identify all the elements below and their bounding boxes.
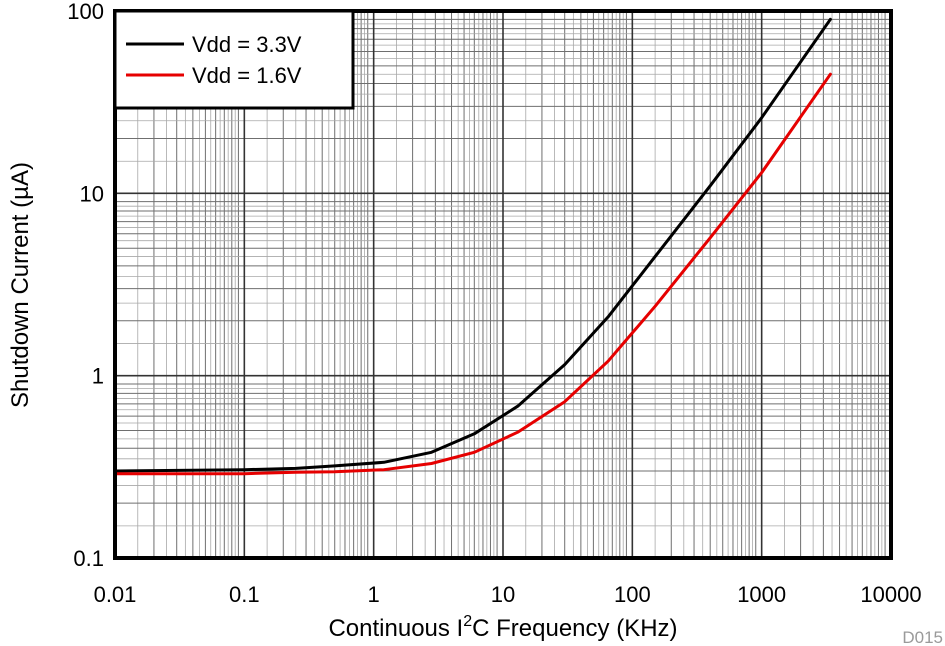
x-tick-label: 10: [491, 582, 515, 607]
legend-box: [113, 9, 355, 110]
y-tick-label: 10: [80, 181, 104, 206]
x-tick-labels: 0.01 0.1 1 10 100 1000 10000: [94, 582, 922, 607]
x-tick-label: 0.1: [229, 582, 260, 607]
figure-id: D015: [902, 628, 943, 646]
legend-label-vdd-1v6: Vdd = 1.6V: [192, 63, 302, 88]
legend: Vdd = 3.3V Vdd = 1.6V: [113, 9, 355, 110]
series-layer: [113, 17, 832, 476]
series-line-1: [113, 72, 832, 476]
x-tick-label: 1: [368, 582, 380, 607]
x-tick-label: 1000: [737, 582, 786, 607]
x-axis-title: Continuous I2C Frequency (KHz): [328, 613, 677, 642]
x-tick-label: 100: [614, 582, 651, 607]
series-line-0: [113, 17, 832, 473]
y-tick-label: 100: [67, 0, 104, 24]
x-axis-title-rest: C Frequency (KHz): [472, 615, 677, 642]
x-tick-label: 10000: [860, 582, 921, 607]
y-tick-labels: 0.1 1 10 100: [67, 0, 104, 571]
y-tick-label: 0.1: [73, 546, 104, 571]
x-axis-title-superscript: 2: [463, 613, 472, 630]
x-axis-title-main: Continuous I: [328, 615, 463, 642]
y-tick-label: 1: [92, 364, 104, 389]
y-axis-title: Shutdown Current (µA): [7, 162, 34, 408]
plot-frame: [113, 9, 893, 560]
legend-label-vdd-3v3: Vdd = 3.3V: [192, 32, 302, 57]
x-tick-label: 0.01: [94, 582, 137, 607]
